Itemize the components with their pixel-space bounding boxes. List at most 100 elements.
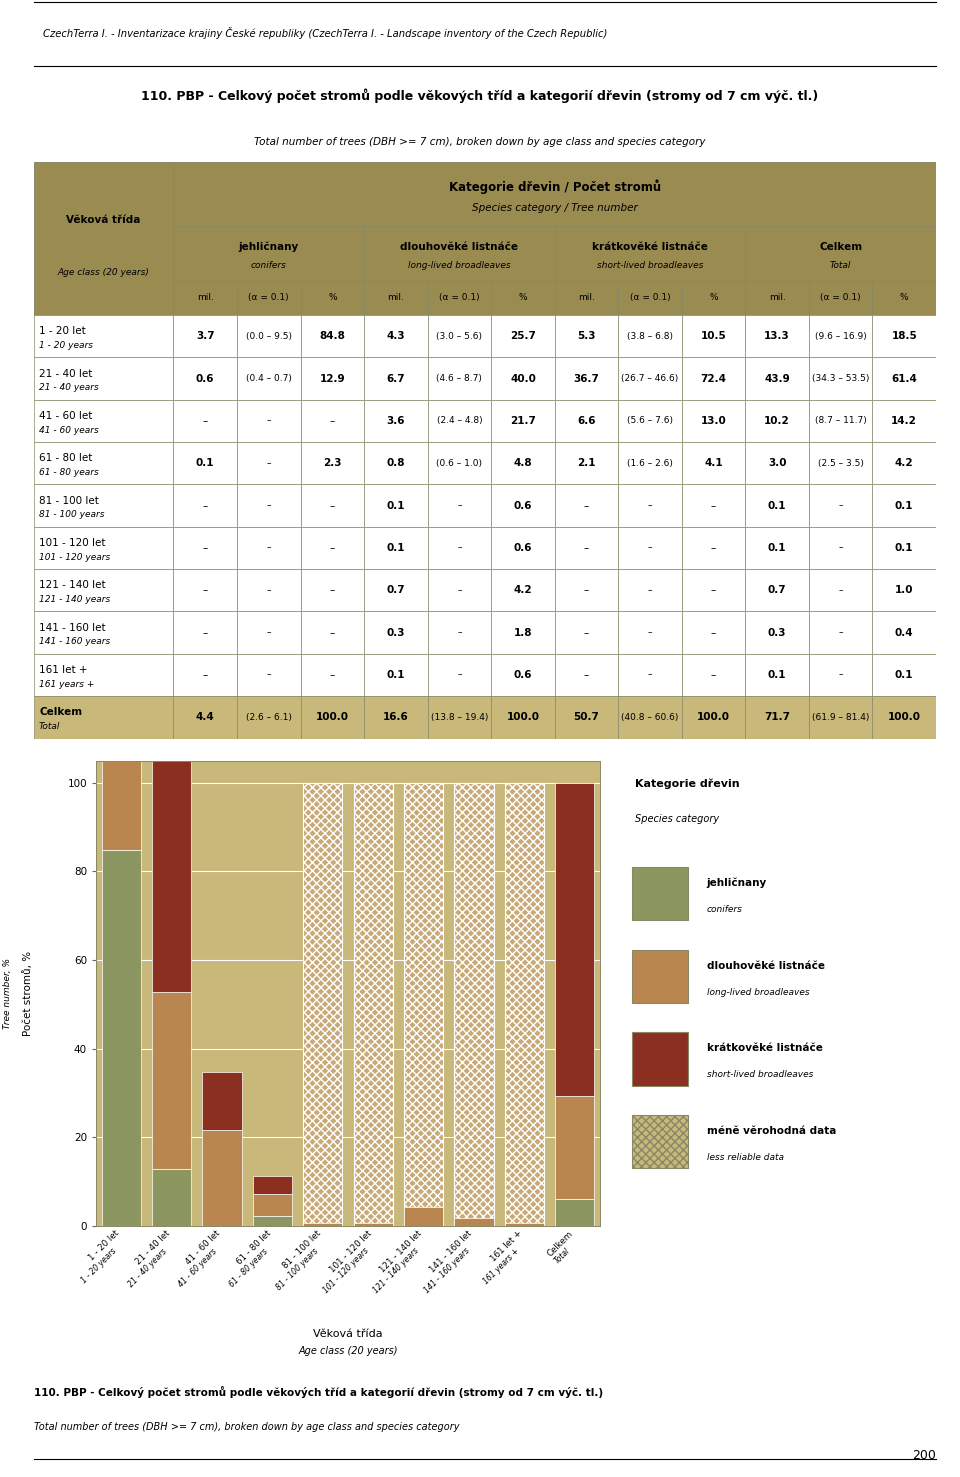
Text: Species category: Species category: [635, 814, 719, 824]
Text: 161 years +: 161 years +: [482, 1247, 521, 1286]
Text: 0.6: 0.6: [514, 501, 532, 511]
Bar: [300, 400, 364, 442]
Bar: [492, 281, 555, 315]
Bar: [427, 611, 492, 654]
Bar: [34, 527, 174, 569]
Bar: [873, 281, 936, 315]
Text: Total number of trees (DBH >= 7 cm), broken down by age class and species catego: Total number of trees (DBH >= 7 cm), bro…: [254, 137, 706, 148]
Text: 10.2: 10.2: [764, 417, 790, 425]
Text: 81 - 100 let: 81 - 100 let: [39, 496, 99, 505]
Bar: [555, 1096, 594, 1199]
Text: Age class (20 years): Age class (20 years): [58, 267, 150, 276]
Text: Tree number, %: Tree number, %: [3, 957, 12, 1029]
Bar: [174, 696, 237, 738]
Bar: [618, 281, 682, 315]
Text: 6.7: 6.7: [387, 374, 405, 384]
Text: –: –: [203, 628, 208, 638]
Text: 4.2: 4.2: [895, 458, 914, 468]
Bar: [745, 357, 809, 400]
Text: Počet stromů, %: Počet stromů, %: [23, 951, 33, 1035]
Text: 40.0: 40.0: [510, 374, 536, 384]
Text: –: –: [457, 671, 462, 679]
Bar: [745, 315, 809, 357]
Bar: [34, 654, 174, 696]
Text: (2.4 – 4.8): (2.4 – 4.8): [437, 417, 482, 425]
Text: long-lived broadleaves: long-lived broadleaves: [408, 261, 511, 270]
Bar: [505, 783, 544, 1226]
Text: 121 - 140 years: 121 - 140 years: [39, 595, 110, 604]
Bar: [427, 442, 492, 484]
Text: 2.1: 2.1: [577, 458, 596, 468]
Bar: [300, 611, 364, 654]
Bar: [427, 654, 492, 696]
Text: 121 - 140 years: 121 - 140 years: [372, 1247, 420, 1295]
Text: Věková třída: Věková třída: [313, 1329, 383, 1338]
Bar: [505, 1223, 544, 1226]
Text: %: %: [518, 294, 527, 303]
Bar: [682, 281, 745, 315]
Bar: [873, 527, 936, 569]
Text: 0.1: 0.1: [895, 501, 914, 511]
Text: 10.5: 10.5: [701, 331, 727, 341]
Bar: [745, 654, 809, 696]
Text: (40.8 – 60.6): (40.8 – 60.6): [621, 713, 679, 722]
Bar: [682, 484, 745, 527]
Text: (α = 0.1): (α = 0.1): [821, 294, 861, 303]
Text: 3.6: 3.6: [387, 417, 405, 425]
Text: Celkem: Celkem: [545, 1229, 575, 1258]
Text: 21 - 40 let: 21 - 40 let: [39, 369, 92, 378]
Text: short-lived broadleaves: short-lived broadleaves: [597, 261, 704, 270]
Text: CzechTerra I. - Inventarizace krajiny České republiky (CzechTerra I. - Landscape: CzechTerra I. - Inventarizace krajiny Če…: [43, 27, 608, 40]
Bar: [492, 357, 555, 400]
Text: (8.7 – 11.7): (8.7 – 11.7): [815, 417, 867, 425]
Text: krátkověké listnáče: krátkověké listnáče: [707, 1043, 823, 1053]
Text: –: –: [838, 628, 843, 637]
Bar: [873, 315, 936, 357]
Text: 0.1: 0.1: [387, 501, 405, 511]
Text: (3.8 – 6.8): (3.8 – 6.8): [627, 332, 673, 341]
Bar: [34, 162, 174, 315]
Bar: [404, 783, 444, 1226]
Bar: [427, 696, 492, 738]
Text: 0.1: 0.1: [768, 671, 786, 679]
Bar: [492, 527, 555, 569]
Bar: [427, 527, 492, 569]
Text: 21 - 40 let: 21 - 40 let: [133, 1229, 172, 1267]
Text: 61 - 80 let: 61 - 80 let: [39, 453, 92, 464]
Bar: [454, 1219, 493, 1226]
Text: 0.7: 0.7: [768, 585, 786, 595]
Bar: [632, 1115, 687, 1168]
Text: –: –: [648, 501, 652, 510]
Text: –: –: [329, 544, 335, 552]
Text: 4.3: 4.3: [387, 331, 405, 341]
Text: 18.5: 18.5: [891, 331, 917, 341]
Bar: [873, 484, 936, 527]
Text: –: –: [329, 671, 335, 679]
Bar: [174, 226, 364, 281]
Text: –: –: [838, 671, 843, 679]
Text: –: –: [329, 501, 335, 511]
Bar: [174, 611, 237, 654]
Text: 101 - 120 let: 101 - 120 let: [327, 1229, 373, 1275]
Text: 4.4: 4.4: [196, 712, 215, 722]
Text: Kategorie dřevin: Kategorie dřevin: [635, 778, 739, 789]
Bar: [152, 1168, 191, 1226]
Bar: [809, 654, 873, 696]
Bar: [745, 226, 936, 281]
Bar: [237, 569, 300, 611]
Bar: [102, 851, 141, 1226]
Bar: [300, 442, 364, 484]
Text: –: –: [584, 628, 589, 638]
Bar: [152, 991, 191, 1168]
Bar: [300, 569, 364, 611]
Bar: [618, 484, 682, 527]
Bar: [454, 783, 493, 1226]
Text: (0.4 – 0.7): (0.4 – 0.7): [246, 374, 292, 383]
Bar: [555, 400, 618, 442]
Text: 21 - 40 years: 21 - 40 years: [39, 384, 99, 393]
Text: 0.1: 0.1: [387, 671, 405, 679]
Text: conifers: conifers: [707, 905, 742, 914]
Text: 121 - 140 let: 121 - 140 let: [378, 1229, 423, 1275]
Bar: [34, 484, 174, 527]
Bar: [34, 357, 174, 400]
